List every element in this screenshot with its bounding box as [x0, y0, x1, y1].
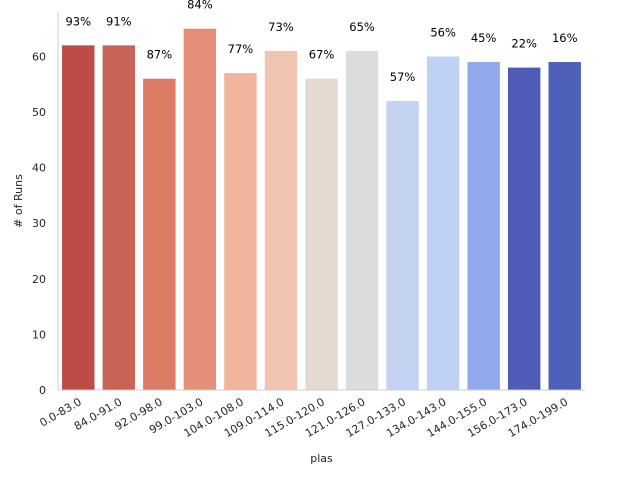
bar-104.0-108.0 [224, 73, 257, 390]
data-label: 65% [349, 20, 375, 34]
y-tick-label: 20 [32, 273, 46, 286]
data-label: 56% [430, 25, 456, 39]
data-label: 67% [309, 48, 335, 62]
bar-174.0-199.0 [548, 62, 581, 390]
data-label: 93% [65, 14, 91, 28]
data-label: 45% [471, 31, 497, 45]
bar-109.0-114.0 [264, 50, 298, 390]
bar-134.0-143.0 [426, 56, 460, 391]
bar-156.0-173.0 [507, 67, 541, 391]
bar-99.0-103.0 [183, 28, 217, 390]
y-tick-label: 60 [32, 50, 46, 63]
x-axis-label: plas [310, 452, 333, 465]
y-tick-label: 0 [39, 384, 46, 397]
bars-layer [62, 28, 581, 391]
y-tick-label: 10 [32, 328, 46, 341]
data-label: 16% [552, 31, 578, 45]
bar-144.0-155.0 [467, 62, 500, 390]
x-axis: 0.0-83.084.0-91.092.0-98.099.0-103.0104.… [37, 389, 585, 440]
y-axis-label: # of Runs [12, 174, 25, 228]
y-tick-label: 30 [32, 217, 46, 230]
bar-121.0-126.0 [345, 50, 379, 390]
data-label: 91% [106, 14, 132, 28]
y-tick-label: 50 [32, 106, 46, 119]
y-axis: 0 10 20 30 40 50 60 [32, 12, 59, 397]
data-label: 22% [511, 37, 537, 51]
y-tick-label: 40 [32, 162, 46, 175]
data-label: 77% [228, 42, 254, 56]
bar-84.0-91.0 [102, 45, 136, 391]
data-labels-layer: 93% 91% 87% 84% 77% 73% 67% 65% 57% 56% 45% 22% 16% [65, 0, 577, 84]
data-label: 57% [390, 70, 416, 84]
bar-127.0-133.0 [386, 100, 419, 391]
data-label: 87% [147, 48, 173, 62]
data-label: 84% [187, 0, 213, 12]
data-label: 73% [268, 20, 294, 34]
bar-0.0-83.0 [62, 45, 95, 391]
bar-115.0-120.0 [305, 78, 338, 391]
bar-92.0-98.0 [143, 78, 176, 391]
